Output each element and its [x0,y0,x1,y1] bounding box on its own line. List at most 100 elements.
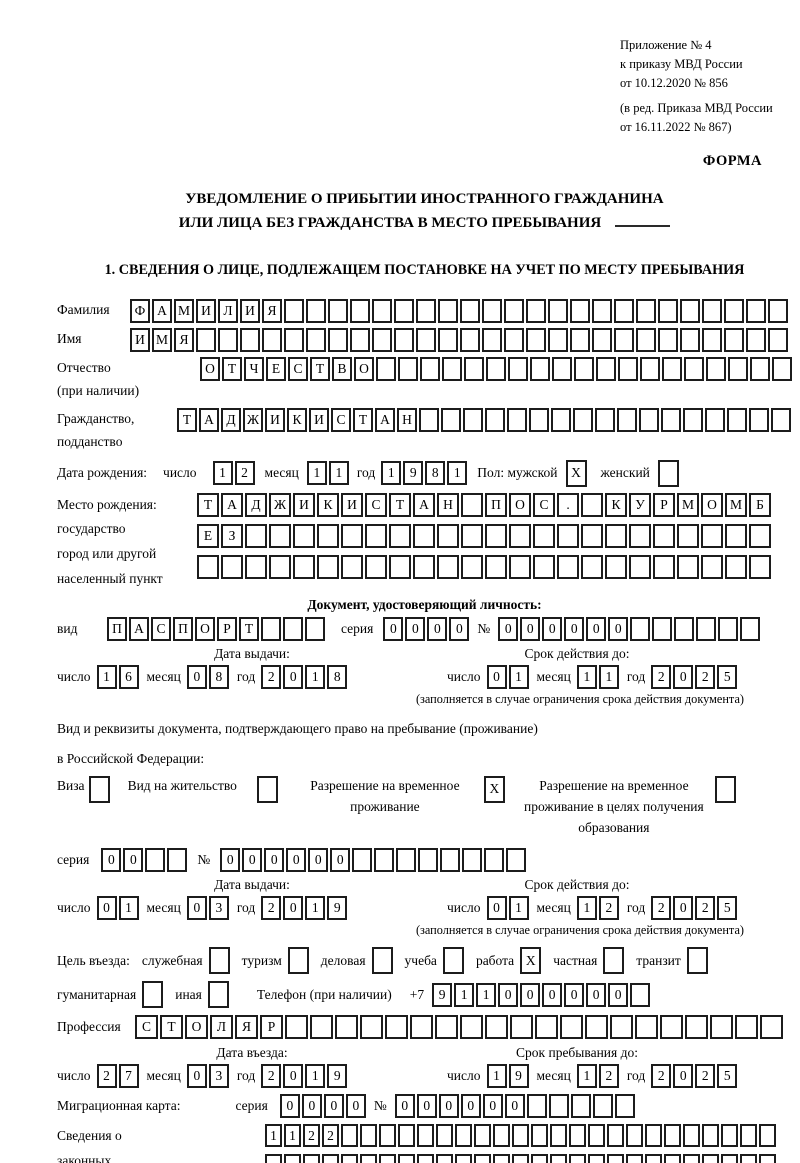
char-box[interactable]: 0 [564,617,585,642]
char-box[interactable] [727,407,747,432]
char-box[interactable] [341,523,363,548]
char-box[interactable]: 0 [416,1094,437,1119]
char-box[interactable] [245,523,267,548]
char-box[interactable] [437,554,459,579]
char-box[interactable] [533,554,555,579]
char-box[interactable]: 1 [598,665,619,690]
char-box[interactable]: С [288,356,308,381]
char-box[interactable] [442,356,462,381]
char-box[interactable] [493,1154,510,1163]
char-box[interactable] [746,327,766,352]
purpose-work-checkbox[interactable]: X [520,947,542,975]
char-box[interactable] [509,554,531,579]
char-box[interactable]: 1 [305,896,326,921]
char-box[interactable] [417,1154,434,1163]
char-box[interactable]: С [135,1015,158,1040]
char-box[interactable]: 6 [118,665,139,690]
char-box[interactable] [557,523,579,548]
char-box[interactable] [728,356,748,381]
char-box[interactable] [485,407,505,432]
char-box[interactable] [771,407,791,432]
char-box[interactable]: Ж [243,407,263,432]
char-box[interactable]: 0 [520,617,541,642]
char-box[interactable]: А [152,298,172,323]
char-box[interactable]: П [107,617,127,642]
char-box[interactable] [394,327,414,352]
char-box[interactable] [341,1124,358,1148]
char-box[interactable]: Я [262,298,282,323]
char-box[interactable] [662,356,682,381]
char-box[interactable] [265,1154,282,1163]
char-box[interactable] [526,327,546,352]
char-box[interactable] [461,492,483,517]
char-box[interactable] [721,1124,738,1148]
char-box[interactable]: 8 [208,665,229,690]
char-box[interactable] [548,298,568,323]
char-box[interactable] [658,327,678,352]
char-box[interactable] [550,1124,567,1148]
char-box[interactable] [322,1154,339,1163]
char-box[interactable] [740,1154,757,1163]
char-box[interactable] [420,356,440,381]
char-box[interactable] [595,407,615,432]
char-box[interactable]: Д [221,407,241,432]
char-box[interactable]: 2 [261,665,282,690]
char-box[interactable]: Е [197,523,219,548]
char-box[interactable]: О [195,617,215,642]
char-box[interactable] [550,1154,567,1163]
char-box[interactable]: 1 [576,896,597,921]
char-box[interactable] [618,356,638,381]
char-box[interactable]: 0 [486,896,507,921]
char-box[interactable] [413,523,435,548]
char-box[interactable] [455,1124,472,1148]
char-box[interactable]: 3 [208,896,229,921]
char-box[interactable]: 2 [322,1124,339,1148]
char-box[interactable] [396,848,417,873]
purpose-humanitarian-checkbox[interactable] [142,981,164,1009]
char-box[interactable] [416,327,436,352]
char-box[interactable] [683,407,703,432]
char-box[interactable] [485,554,507,579]
char-box[interactable]: 1 [306,461,327,485]
char-box[interactable] [605,554,627,579]
char-box[interactable] [306,327,326,352]
char-box[interactable] [772,356,792,381]
char-box[interactable]: 3 [208,1064,229,1089]
char-box[interactable]: 5 [717,896,738,921]
char-box[interactable]: Р [260,1015,283,1040]
char-box[interactable]: О [701,492,723,517]
char-box[interactable]: 0 [673,896,694,921]
char-box[interactable]: 0 [220,848,241,873]
char-box[interactable] [661,407,681,432]
char-box[interactable]: Т [389,492,411,517]
char-box[interactable] [461,554,483,579]
char-box[interactable] [440,848,461,873]
char-box[interactable]: У [629,492,651,517]
char-box[interactable] [261,617,281,642]
char-box[interactable] [721,1154,738,1163]
char-box[interactable] [283,617,303,642]
char-box[interactable] [506,848,527,873]
char-box[interactable] [617,407,637,432]
char-box[interactable]: . [557,492,579,517]
char-box[interactable]: Я [235,1015,258,1040]
char-box[interactable] [660,1015,683,1040]
char-box[interactable] [365,554,387,579]
char-box[interactable]: К [317,492,339,517]
char-box[interactable]: 1 [576,1064,597,1089]
char-box[interactable]: 0 [449,617,470,642]
char-box[interactable] [417,1124,434,1148]
char-box[interactable]: Т [222,356,242,381]
char-box[interactable]: 2 [303,1124,320,1148]
char-box[interactable]: И [265,407,285,432]
char-box[interactable] [508,356,528,381]
char-box[interactable] [605,523,627,548]
char-box[interactable]: С [151,617,171,642]
char-box[interactable]: 0 [242,848,263,873]
char-box[interactable]: Р [653,492,675,517]
char-box[interactable]: А [199,407,219,432]
char-box[interactable] [626,1154,643,1163]
char-box[interactable]: 1 [265,1124,282,1148]
char-box[interactable]: К [605,492,627,517]
char-box[interactable] [680,298,700,323]
